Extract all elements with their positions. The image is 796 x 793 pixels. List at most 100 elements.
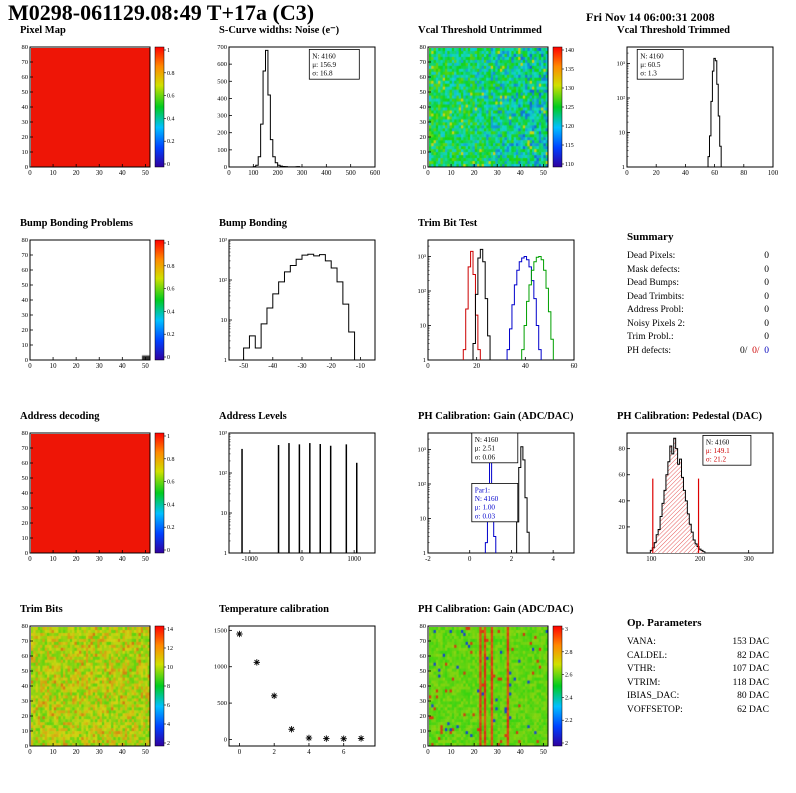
svg-text:10³: 10³ (418, 253, 427, 260)
svg-text:40: 40 (22, 490, 29, 497)
svg-text:50: 50 (540, 170, 547, 177)
ph-gain-map-plot: 0 10 20 30 40 50 0 10 20 30 40 50 60 70 80 3 2.8 2.6 2.4 2.… (420, 623, 573, 756)
svg-text:10: 10 (50, 749, 57, 756)
pixel-map-canvas (30, 47, 150, 167)
svg-text:σ: 0.06: σ: 0.06 (475, 453, 496, 461)
svg-text:6: 6 (167, 703, 170, 709)
svg-text:50: 50 (142, 749, 149, 756)
chart-ph-gain-hist: -2 0 2 4 1 10 10² 10³ N: 4160 μ: 2.51 σ: 0.06 Par1:… (398, 423, 594, 575)
vcal-threshold-untrimmed-canvas (428, 47, 548, 167)
svg-text:1: 1 (167, 241, 170, 247)
svg-text:10²: 10² (617, 95, 626, 102)
svg-text:4: 4 (307, 749, 311, 756)
trim-bit-test-plot: 0 20 40 60 1 10 10² 10³ (418, 239, 578, 370)
panel-address-decoding: Address decoding 0 10 20 30 40 50 0 10 20 30 40 50 6… (0, 410, 199, 600)
svg-text:1: 1 (167, 48, 170, 54)
svg-text:40: 40 (119, 363, 126, 370)
svg-text:0: 0 (167, 162, 170, 168)
svg-text:50: 50 (22, 282, 29, 289)
svg-text:0.4: 0.4 (167, 116, 175, 122)
address-decoding-canvas (30, 433, 150, 553)
chart-bump-problems: 0 10 20 30 40 50 0 10 20 30 40 50 60 70 80 1 0.8 0.6 0.4 0.… (0, 230, 196, 382)
svg-text:50: 50 (22, 89, 29, 96)
svg-text:2.8: 2.8 (565, 650, 573, 656)
panel-pixel-map: Pixel Map 0 10 20 30 40 50 0 10 20 30 40 50 60 70 80 1 0… (0, 24, 199, 214)
svg-text:30: 30 (22, 119, 29, 126)
svg-text:10: 10 (448, 749, 455, 756)
summary-title: Summary (627, 231, 674, 243)
svg-text:20: 20 (22, 713, 29, 720)
svg-text:0.6: 0.6 (167, 287, 175, 293)
svg-text:σ: 1.3: σ: 1.3 (640, 70, 657, 78)
svg-text:10: 10 (22, 728, 29, 735)
svg-text:0: 0 (468, 556, 472, 563)
svg-text:80: 80 (420, 623, 427, 630)
svg-text:0: 0 (423, 164, 426, 171)
svg-text:10: 10 (420, 149, 427, 156)
svg-text:10: 10 (420, 515, 427, 522)
svg-text:60: 60 (619, 472, 626, 479)
address-levels-plot: -1000 0 1000 1 10 10² 10³ (219, 430, 376, 563)
svg-text:20: 20 (471, 170, 478, 177)
panel-title: Trim Bits (20, 604, 63, 615)
svg-text:30: 30 (420, 698, 427, 705)
svg-text:30: 30 (22, 312, 29, 319)
svg-text:60: 60 (420, 653, 427, 660)
svg-text:Par1:: Par1: (475, 487, 490, 495)
svg-text:σ: 16.8: σ: 16.8 (312, 70, 333, 78)
scurve-noise-plot: 0 100 200 300 400 500 600 0 100 200 300 400 500 600 70… (217, 44, 380, 177)
page-title: M0298-061129.08:49 T+17a (C3) (8, 0, 315, 25)
svg-text:10²: 10² (418, 288, 427, 295)
svg-text:0: 0 (25, 357, 28, 364)
panel-title: Vcal Threshold Untrimmed (418, 25, 542, 36)
panel-scurve-noise: S-Curve widths: Noise (e⁻) 0 100 200 300 400… (199, 24, 398, 214)
svg-text:135: 135 (565, 67, 574, 73)
panel-title: Bump Bonding Problems (20, 218, 134, 229)
svg-text:500: 500 (217, 78, 227, 85)
svg-text:60: 60 (571, 363, 578, 370)
svg-text:N: 4160: N: 4160 (475, 495, 499, 503)
svg-text:30: 30 (494, 170, 501, 177)
svg-text:μ: 1.00: μ: 1.00 (475, 504, 496, 512)
svg-text:70: 70 (420, 59, 427, 66)
svg-text:-30: -30 (297, 363, 307, 370)
svg-text:σ: 0.03: σ: 0.03 (475, 512, 496, 520)
svg-text:50: 50 (420, 89, 427, 96)
svg-text:μ: 149.1: μ: 149.1 (706, 447, 730, 455)
panel-title: PH Calibration: Gain (ADC/DAC) (418, 604, 574, 615)
svg-text:50: 50 (142, 363, 149, 370)
svg-text:0.2: 0.2 (167, 332, 175, 338)
svg-text:20: 20 (73, 556, 80, 563)
svg-text:N: 4160: N: 4160 (312, 53, 336, 61)
text-row: VOFFSETOP: 62 DAC (627, 704, 769, 715)
svg-text:10³: 10³ (219, 237, 228, 244)
svg-text:100: 100 (646, 556, 657, 563)
svg-text:0: 0 (426, 749, 430, 756)
svg-text:40: 40 (517, 170, 524, 177)
chart-address-levels: -1000 0 1000 1 10 10² 10³ (199, 423, 395, 575)
panel-ph-gain-hist: PH Calibration: Gain (ADC/DAC) -2 0 2 4 1 10 1… (398, 410, 597, 600)
svg-text:0: 0 (25, 550, 28, 557)
svg-text:60: 60 (22, 74, 29, 81)
svg-text:N: 4160: N: 4160 (706, 439, 730, 447)
svg-text:0.4: 0.4 (167, 502, 175, 508)
svg-text:1: 1 (167, 434, 170, 440)
svg-text:12: 12 (167, 646, 173, 652)
svg-text:400: 400 (217, 95, 227, 102)
svg-text:40: 40 (522, 363, 529, 370)
panel-ph-pedestal: PH Calibration: Pedestal (DAC) 100 200 300… (597, 410, 796, 600)
svg-text:μ: 156.9: μ: 156.9 (312, 61, 336, 69)
text-row: Address Probl: 0 (627, 305, 769, 315)
svg-text:10: 10 (22, 342, 29, 349)
svg-text:4: 4 (551, 556, 555, 563)
svg-text:10: 10 (50, 170, 57, 177)
report-page: M0298-061129.08:49 T+17a (C3) Fri Nov 14… (0, 0, 796, 756)
bump-bonding-problems-plot: 0 10 20 30 40 50 0 10 20 30 40 50 60 70 80 1 0.8 0.6 0.4 0.… (22, 237, 175, 370)
panel-vcal-trimmed: Vcal Threshold Trimmed 0 20 40 60 80 100 1 10 10… (597, 24, 796, 214)
svg-text:2: 2 (272, 749, 276, 756)
trim-bits-map-canvas (30, 626, 150, 746)
svg-text:60: 60 (22, 460, 29, 467)
svg-text:50: 50 (22, 475, 29, 482)
panel-op-parameters: Op. Parameters VANA: 153 DAC CALDEL: 82 DAC… (597, 603, 796, 793)
